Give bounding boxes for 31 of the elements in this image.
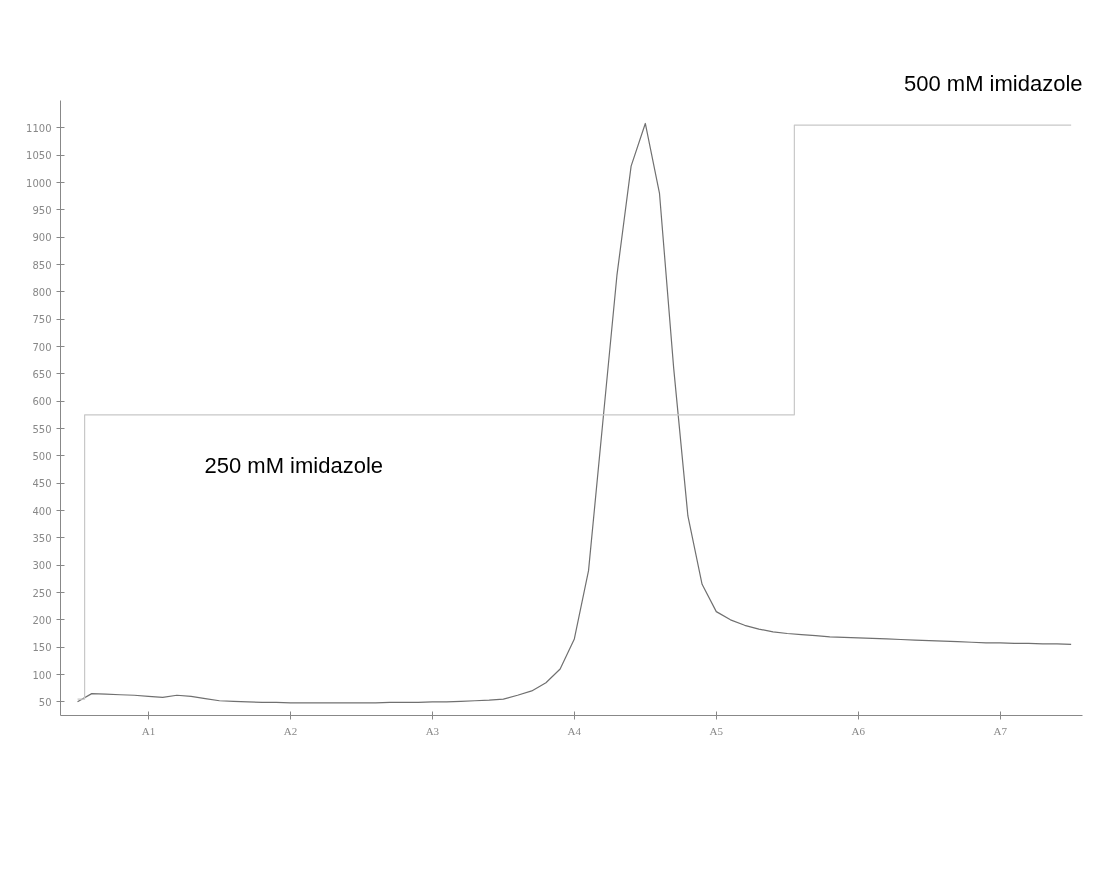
x-tick-label: A1 <box>141 724 156 737</box>
y-tick-label: 50 <box>38 696 52 708</box>
x-tick-label: A3 <box>425 724 440 737</box>
y-tick-label: 750 <box>32 314 52 326</box>
y-tick-label: 500 <box>32 450 52 462</box>
y-tick-label: 300 <box>32 560 52 572</box>
y-tick-label: 150 <box>32 642 52 654</box>
annotation: 250 mM imidazole <box>204 453 384 478</box>
y-tick-label: 650 <box>32 368 52 380</box>
y-tick-label: 1050 <box>26 150 52 162</box>
y-tick-label: 950 <box>32 204 52 216</box>
y-tick-label: 850 <box>32 259 52 271</box>
y-tick-label: 1100 <box>26 122 52 134</box>
y-tick-label: 400 <box>32 505 52 517</box>
y-tick-label: 250 <box>32 587 52 599</box>
x-tick-label: A7 <box>993 724 1008 737</box>
y-tick-label: 800 <box>32 286 52 298</box>
text: 500 mM imidazole <box>903 70 1083 96</box>
y-tick-label: 350 <box>32 532 52 544</box>
x-tick-label: A4 <box>567 724 582 737</box>
y-tick-label: 600 <box>32 396 52 408</box>
x-tick-label: A6 <box>851 724 866 737</box>
y-tick-label: 900 <box>32 232 52 244</box>
x-tick-label: A2 <box>283 724 298 737</box>
y-tick-label: 100 <box>32 669 52 681</box>
x-tick-label: A5 <box>709 724 724 737</box>
y-tick-label: 550 <box>32 423 52 435</box>
y-tick-label: 700 <box>32 341 52 353</box>
y-tick-label: 450 <box>32 478 52 490</box>
y-tick-label: 1000 <box>26 177 52 189</box>
y-tick-label: 200 <box>32 614 52 626</box>
